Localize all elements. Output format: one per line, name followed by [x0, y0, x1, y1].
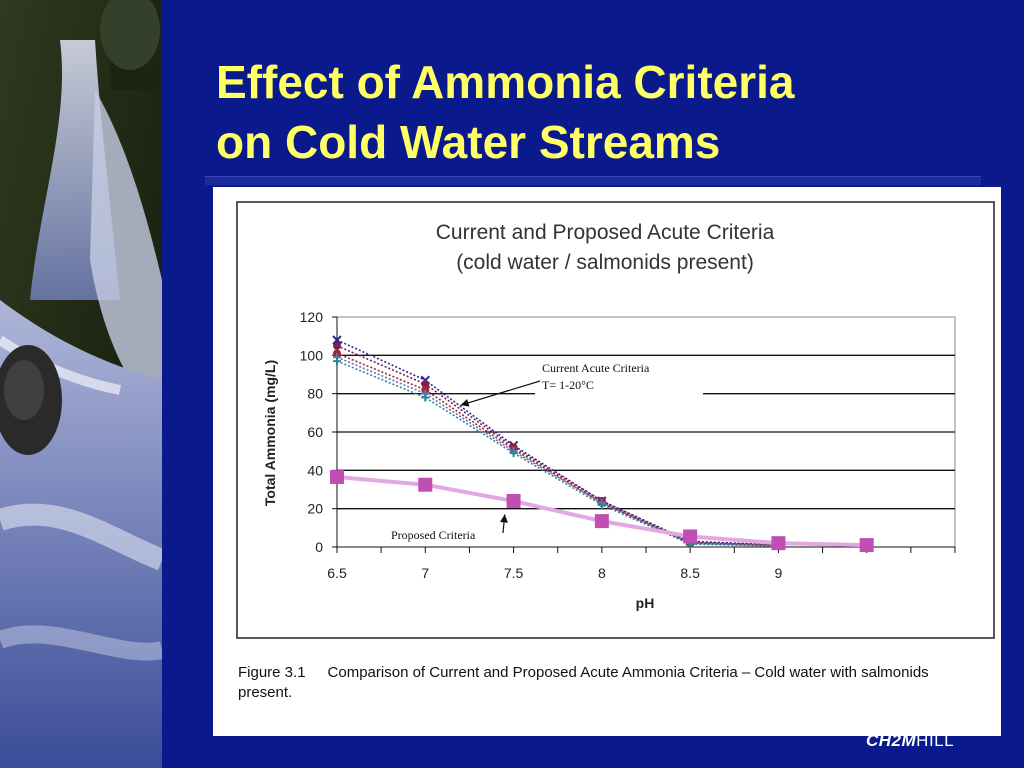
current-criteria-point — [597, 500, 606, 509]
figure-caption: Figure 3.1 Comparison of Current and Prop… — [238, 663, 978, 703]
proposed-criteria-point — [330, 470, 344, 485]
y-tick-label: 20 — [307, 501, 323, 517]
proposed-criteria-label: Proposed Criteria — [391, 528, 476, 542]
ammonia-chart: Current and Proposed Acute Criteria (col… — [236, 201, 995, 639]
current-criteria-line-2 — [336, 345, 779, 546]
y-tick-label: 80 — [307, 386, 323, 402]
current-criteria-point — [333, 341, 341, 350]
proposed-criteria-point — [771, 536, 786, 551]
y-tick-label: 120 — [300, 309, 324, 325]
proposed-criteria-point — [683, 529, 698, 544]
current-criteria-point — [421, 380, 430, 389]
figure-panel: Current and Proposed Acute Criteria (col… — [213, 187, 1001, 736]
x-tick-label: 7 — [421, 565, 429, 581]
title-divider — [205, 176, 981, 185]
chart-title-line2: (cold water / salmonids present) — [456, 251, 754, 274]
x-tick-label: 8.5 — [680, 565, 700, 581]
logo-light: HILL — [916, 731, 955, 750]
y-tick-label: 60 — [307, 424, 323, 440]
data-series — [330, 335, 874, 553]
current-criteria-label-line2: T= 1-20°C — [542, 378, 594, 392]
proposed-criteria-point — [859, 538, 874, 553]
proposed-criteria-point — [418, 477, 433, 492]
y-tick-label: 0 — [315, 539, 323, 555]
current-criteria-line-5 — [336, 360, 779, 547]
current-criteria-point — [509, 449, 518, 458]
waterfall-photo — [0, 0, 162, 768]
ch2mhill-logo: CH2MHILL — [866, 731, 954, 751]
current-criteria-line-4 — [336, 356, 779, 547]
logo-bold: CH2M — [866, 731, 917, 750]
proposed-criteria-point — [594, 514, 609, 529]
y-tick-label: 100 — [300, 347, 324, 363]
current-criteria-point — [332, 335, 342, 345]
x-tick-label: 9 — [775, 565, 783, 581]
slide-title-line1: Effect of Ammonia Criteria — [216, 56, 795, 108]
axes: 0 20 40 60 80 100 120 6.5 7 7.5 8 8.5 9 — [300, 309, 956, 581]
current-criteria-arrowhead — [460, 399, 470, 407]
current-criteria-arrow — [460, 380, 541, 406]
x-tick-label: 8 — [598, 565, 606, 581]
figure-number: Figure 3.1 — [238, 664, 306, 681]
proposed-criteria-point — [506, 494, 521, 508]
current-criteria-point — [421, 393, 430, 402]
y-axis-label: Total Ammonia (mg/L) — [262, 360, 278, 506]
current-criteria-line-3 — [336, 352, 779, 547]
x-axis-label: pH — [636, 595, 655, 611]
annotations: Current Acute Criteria T= 1-20°C Propose… — [387, 359, 703, 543]
x-tick-label: 6.5 — [327, 565, 347, 581]
current-criteria-point — [333, 357, 341, 366]
proposed-criteria-arrowhead — [500, 514, 508, 523]
y-tick-label: 40 — [307, 462, 323, 478]
chart-title-line1: Current and Proposed Acute Criteria — [436, 221, 775, 244]
current-criteria-line-1 — [336, 339, 779, 546]
x-tick-label: 7.5 — [504, 565, 524, 581]
proposed-criteria-label-bg — [387, 525, 505, 543]
slide-title: Effect of Ammonia Criteria on Cold Water… — [216, 52, 996, 172]
caption-text: Comparison of Current and Proposed Acute… — [238, 664, 929, 701]
slide-title-line2: on Cold Water Streams — [216, 116, 721, 168]
current-criteria-label-line1: Current Acute Criteria — [542, 361, 650, 375]
current-criteria-label-bg — [535, 359, 703, 395]
